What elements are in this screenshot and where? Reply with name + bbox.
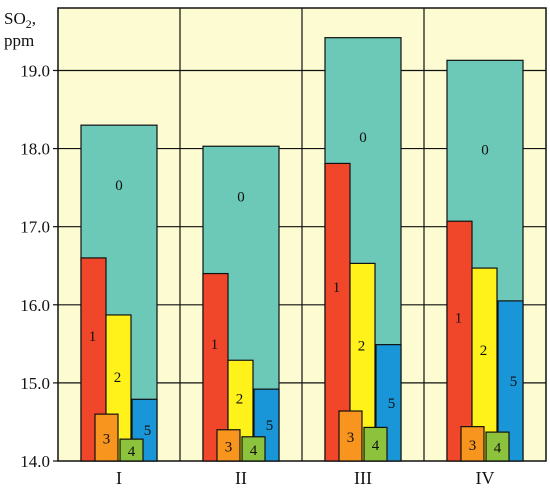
bar-label: 2 [358,338,366,354]
bar-label: 3 [225,439,233,455]
bar-label: 0 [481,142,489,158]
bar-label: 5 [510,374,518,390]
y-axis-label-line1: SO2, [4,9,36,31]
bar-group: 0 1 2 5 3 4 [80,124,158,462]
bar-label: 1 [455,311,463,327]
bar-label: 3 [469,438,477,454]
y-tick-label: 16.0 [20,296,50,315]
x-axis-ticks: I II III IV [116,468,495,488]
bar-series-3 [94,413,119,462]
bar-label: 4 [250,443,258,459]
x-tick-label: I [116,468,122,488]
bar-label: 5 [388,396,396,412]
bar-label: 0 [359,130,367,146]
x-tick-label: II [235,468,247,488]
bar-label: 0 [115,178,123,194]
y-axis-ticks: 14.0 15.0 16.0 17.0 18.0 19.0 [20,61,58,471]
y-tick-label: 15.0 [20,374,50,393]
bar-label: 0 [237,190,245,206]
bar-series-1 [446,220,473,462]
bar-label: 2 [236,392,244,408]
x-tick-label: III [354,468,372,488]
y-axis-label-line2: ppm [4,31,34,50]
x-tick-label: IV [476,468,495,488]
bar-label: 5 [144,423,152,439]
bar-series-3 [338,410,363,462]
bar-group: 0 1 2 5 3 4 [446,59,524,462]
bar-label: 1 [89,329,97,345]
bar-group: 0 1 2 5 3 4 [202,145,280,462]
bar-series-4 [119,438,144,462]
bar-series-4 [241,436,266,462]
bar-group: 0 1 2 5 3 4 [324,37,402,462]
y-tick-label: 17.0 [20,218,50,237]
bar-label: 2 [480,343,488,359]
bar-label: 3 [347,430,355,446]
bar-label: 2 [114,370,122,386]
bar-series-3 [460,426,485,462]
bar-label: 1 [333,280,341,296]
bar-label: 5 [266,418,274,434]
bar-label: 4 [128,444,136,460]
bar-series-3 [216,429,241,462]
bar-groups: 0 1 2 5 3 4 0 1 2 5 3 4 0 1 2 5 3 4 0 1 2 5 3 4 [80,37,524,462]
bar-label: 1 [211,337,219,353]
bar-series-4 [363,426,388,462]
y-tick-label: 14.0 [20,452,50,471]
bar-label: 3 [103,432,111,448]
bar-series-4 [485,431,510,462]
y-tick-label: 19.0 [20,61,50,80]
bar-label: 4 [494,441,502,457]
bar-label: 4 [372,438,380,454]
y-tick-label: 18.0 [20,140,50,159]
